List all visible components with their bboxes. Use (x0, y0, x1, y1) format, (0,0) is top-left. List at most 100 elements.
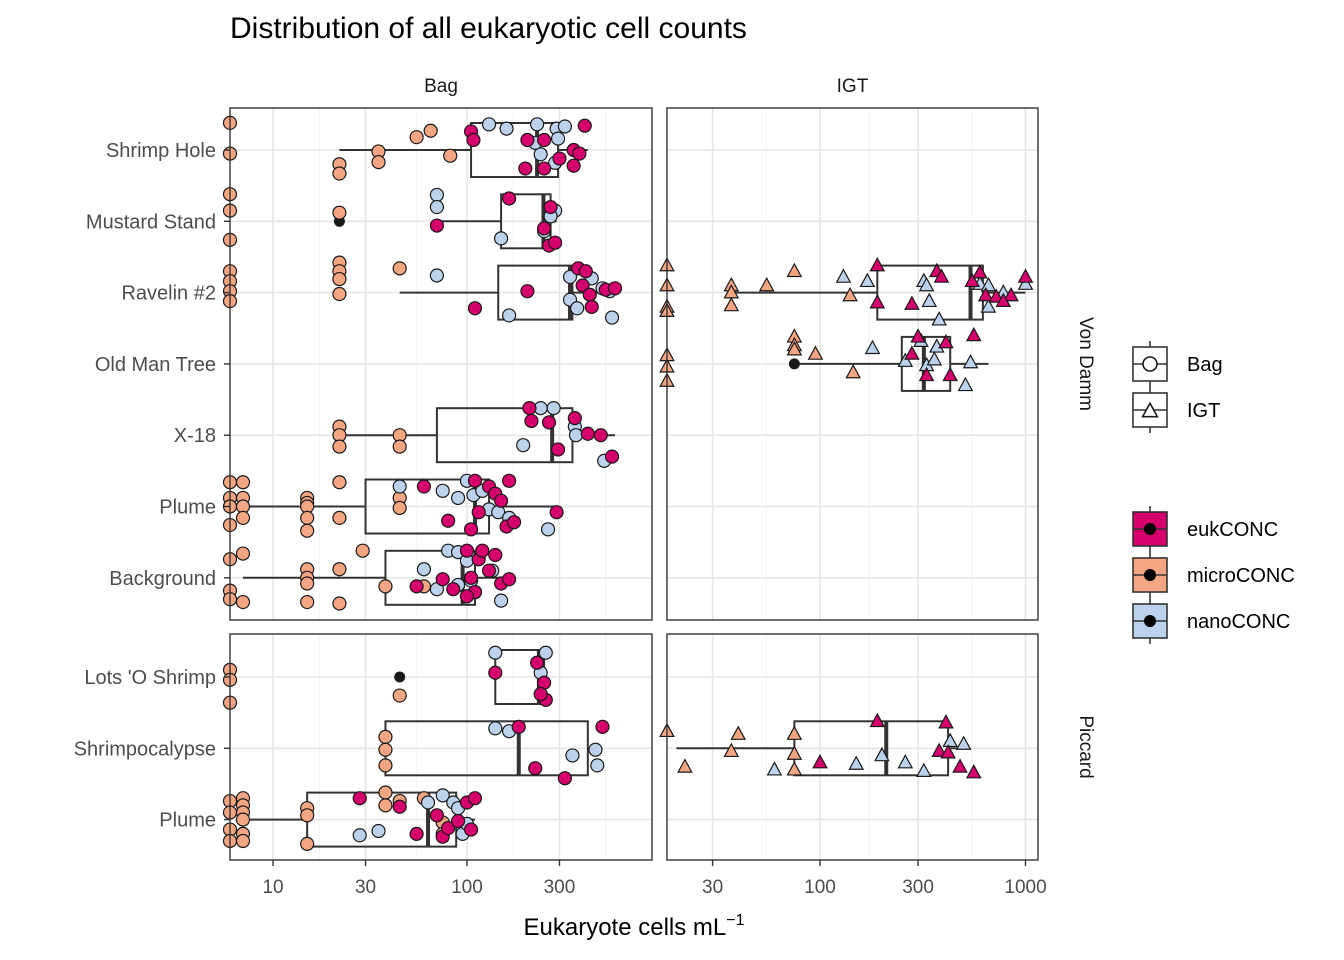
point-eukconc (593, 428, 608, 443)
point-eukconc (352, 791, 367, 806)
point-microconc (378, 785, 393, 800)
point-eukconc (475, 543, 490, 558)
box-iqr (470, 122, 560, 178)
point-microconc (332, 286, 347, 302)
point-eukconc (548, 235, 563, 250)
point-eukconc (528, 761, 543, 776)
point-nanoconc (540, 522, 556, 537)
point-microconc (332, 510, 347, 526)
point-microconc (807, 345, 824, 360)
point-microconc (730, 725, 747, 740)
point-microconc (235, 475, 251, 490)
point-nanoconc (955, 735, 972, 750)
x-axis-title: Eukaryote cells mL−1 (524, 912, 745, 941)
point-nanoconc (918, 276, 935, 292)
point-microconc (300, 576, 315, 591)
point-microconc (300, 808, 315, 823)
point-microconc (392, 261, 407, 276)
y-tick-label-shrimpocalypse: Shrimpocalypse (74, 738, 216, 760)
point-eukconc (459, 543, 475, 558)
point-microconc (332, 562, 347, 577)
point-nanoconc (488, 721, 503, 736)
point-nanoconc (416, 562, 432, 577)
point-nanoconc (980, 298, 997, 313)
point-nanoconc (980, 276, 997, 292)
point-eukconc (466, 132, 481, 148)
point-nanoconc (921, 292, 938, 308)
point-nanoconc (568, 428, 584, 443)
point-eukconc (812, 754, 828, 769)
point-eukconc (467, 301, 483, 316)
point-nanoconc (926, 351, 943, 366)
point-nanoconc (493, 231, 509, 246)
point-microconc (845, 363, 862, 379)
point-eukconc (488, 547, 503, 563)
point-nanoconc (859, 272, 876, 288)
point-eukconc (577, 118, 592, 133)
x-axis-title-main: Eukaryote cells (524, 914, 693, 941)
point-nanoconc (429, 268, 445, 283)
point-nanoconc (604, 310, 620, 325)
x-tick-label: 10 (262, 877, 283, 898)
x-tick-label: 30 (355, 877, 376, 898)
chart-title: Distribution of all eukaryotic cell coun… (230, 12, 747, 45)
point-microconc (332, 596, 347, 611)
point-eukconc (869, 294, 886, 309)
point-microconc (378, 758, 393, 773)
x-axis-label: Eukaryote cells mL−1 (524, 912, 745, 941)
point-eukconc (965, 764, 982, 779)
point-eukconc (488, 665, 503, 680)
panels: Bag IGT Von Damm Piccard Shrimp Hole Mustard … (74, 64, 1096, 898)
point-eukconc (904, 345, 920, 360)
point-nanoconc (962, 353, 979, 369)
point-microconc (677, 758, 693, 773)
point-microconc (332, 205, 347, 220)
strip-bag (230, 64, 652, 108)
point-eukconc (524, 413, 539, 429)
point-nanoconc (557, 119, 573, 134)
row-strip-label-piccard: Piccard (1075, 715, 1096, 778)
legend-dot-icon (1144, 569, 1156, 581)
point-eukconc (938, 714, 954, 729)
point-microconc (371, 155, 386, 170)
point-nanoconc (488, 645, 503, 660)
legend-triangle-icon (1141, 401, 1159, 418)
outlier-point (394, 671, 406, 683)
point-microconc (332, 271, 347, 287)
point-microconc (378, 729, 393, 744)
point-nanoconc (897, 352, 914, 367)
point-eukconc (529, 655, 545, 670)
x-tick-label: 300 (544, 877, 576, 898)
point-microconc (378, 742, 393, 757)
point-eukconc (965, 326, 982, 342)
panel-border (666, 633, 1039, 861)
point-nanoconc (590, 758, 605, 773)
point-eukconc (595, 719, 610, 735)
point-nanoconc (435, 483, 450, 498)
point-eukconc (416, 479, 432, 494)
point-eukconc (604, 449, 620, 464)
point-eukconc (566, 158, 581, 173)
point-eukconc (467, 791, 483, 806)
point-eukconc (549, 505, 564, 520)
point-microconc (392, 688, 407, 703)
point-eukconc (441, 513, 456, 528)
point-eukconc (409, 826, 424, 841)
point-eukconc (435, 572, 450, 587)
point-eukconc (493, 493, 509, 508)
point-eukconc (580, 426, 595, 441)
point-eukconc (520, 132, 535, 148)
point-nanoconc (570, 301, 585, 316)
point-microconc (409, 130, 424, 145)
point-eukconc (506, 515, 522, 530)
point-nanoconc (481, 117, 497, 132)
point-eukconc (450, 813, 466, 829)
point-microconc (786, 341, 803, 356)
point-microconc (842, 286, 858, 302)
point-nanoconc (931, 311, 948, 326)
point-nanoconc (420, 795, 436, 810)
point-nanoconc (429, 187, 445, 203)
point-eukconc (552, 151, 567, 166)
point-eukconc (471, 505, 486, 520)
point-eukconc (550, 442, 566, 457)
